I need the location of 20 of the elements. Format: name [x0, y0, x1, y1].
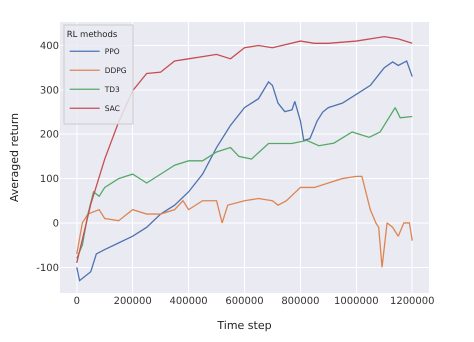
- y-tick-label: 300: [40, 85, 59, 96]
- y-axis-title: Averaged return: [8, 112, 21, 202]
- y-tick-label: -100: [36, 262, 59, 274]
- line-series: [76, 176, 413, 268]
- x-tick-label: 0: [74, 296, 80, 307]
- x-tick-label: 400000: [169, 296, 208, 307]
- x-tick-label: 1200000: [390, 296, 435, 307]
- x-tick-label: 200000: [114, 296, 152, 307]
- y-tick-label: 0: [52, 218, 59, 230]
- y-tick-label: 200: [40, 130, 59, 141]
- x-tick-label: 1000000: [334, 296, 379, 307]
- y-tick-label: 100: [40, 174, 59, 186]
- x-tick-label: 600000: [225, 296, 264, 307]
- x-tick-label: 800000: [281, 296, 320, 307]
- line-series: [76, 60, 413, 282]
- line-series: [76, 106, 413, 260]
- x-axis-title: Time step: [216, 319, 272, 332]
- y-tick-label: 400: [40, 41, 59, 52]
- line-series: [76, 36, 413, 264]
- legend-title: RL methods: [66, 30, 118, 40]
